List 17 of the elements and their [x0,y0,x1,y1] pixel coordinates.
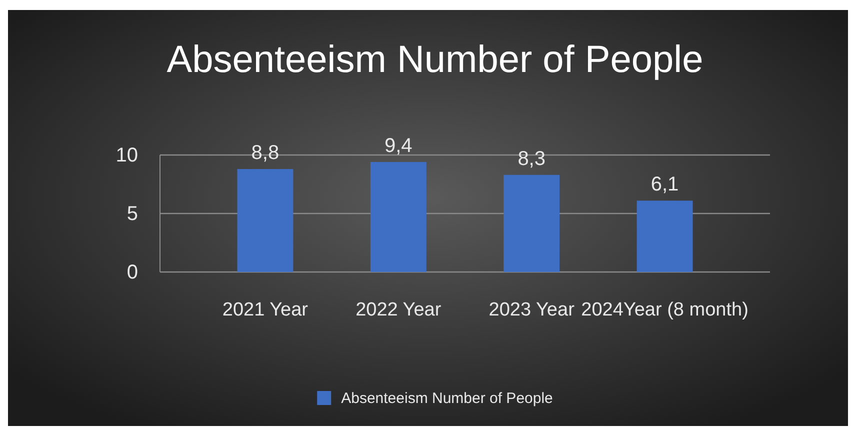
y-tick-label: 5 [126,202,138,225]
x-tick-label: 2021 Year [222,299,309,320]
data-label: 8,3 [518,148,546,170]
x-tick-label: 2023 Year [488,299,576,320]
y-tick-label: 10 [116,144,138,166]
bar [370,162,426,272]
data-label: 9,4 [384,135,412,158]
data-label: 6,1 [650,174,679,196]
legend-label: Absenteeism Number of People [341,390,553,407]
data-label: 8,8 [251,142,280,164]
x-tick-label: 2022 Year [356,299,442,320]
chart-title: Absenteeism Number of People [166,39,704,81]
bar [504,174,560,272]
y-tick-label: 0 [126,261,138,284]
x-tick-label: 2024Year (8 month) [581,299,748,320]
bar [636,200,693,272]
bar [237,169,294,272]
